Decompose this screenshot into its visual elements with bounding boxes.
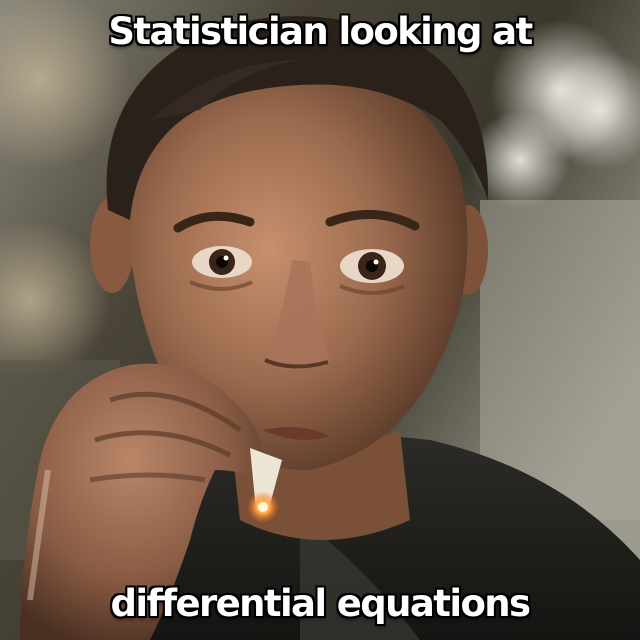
meme-bottom-caption: differential equations: [110, 581, 532, 626]
meme-top-caption: Statistician looking at: [108, 9, 534, 54]
